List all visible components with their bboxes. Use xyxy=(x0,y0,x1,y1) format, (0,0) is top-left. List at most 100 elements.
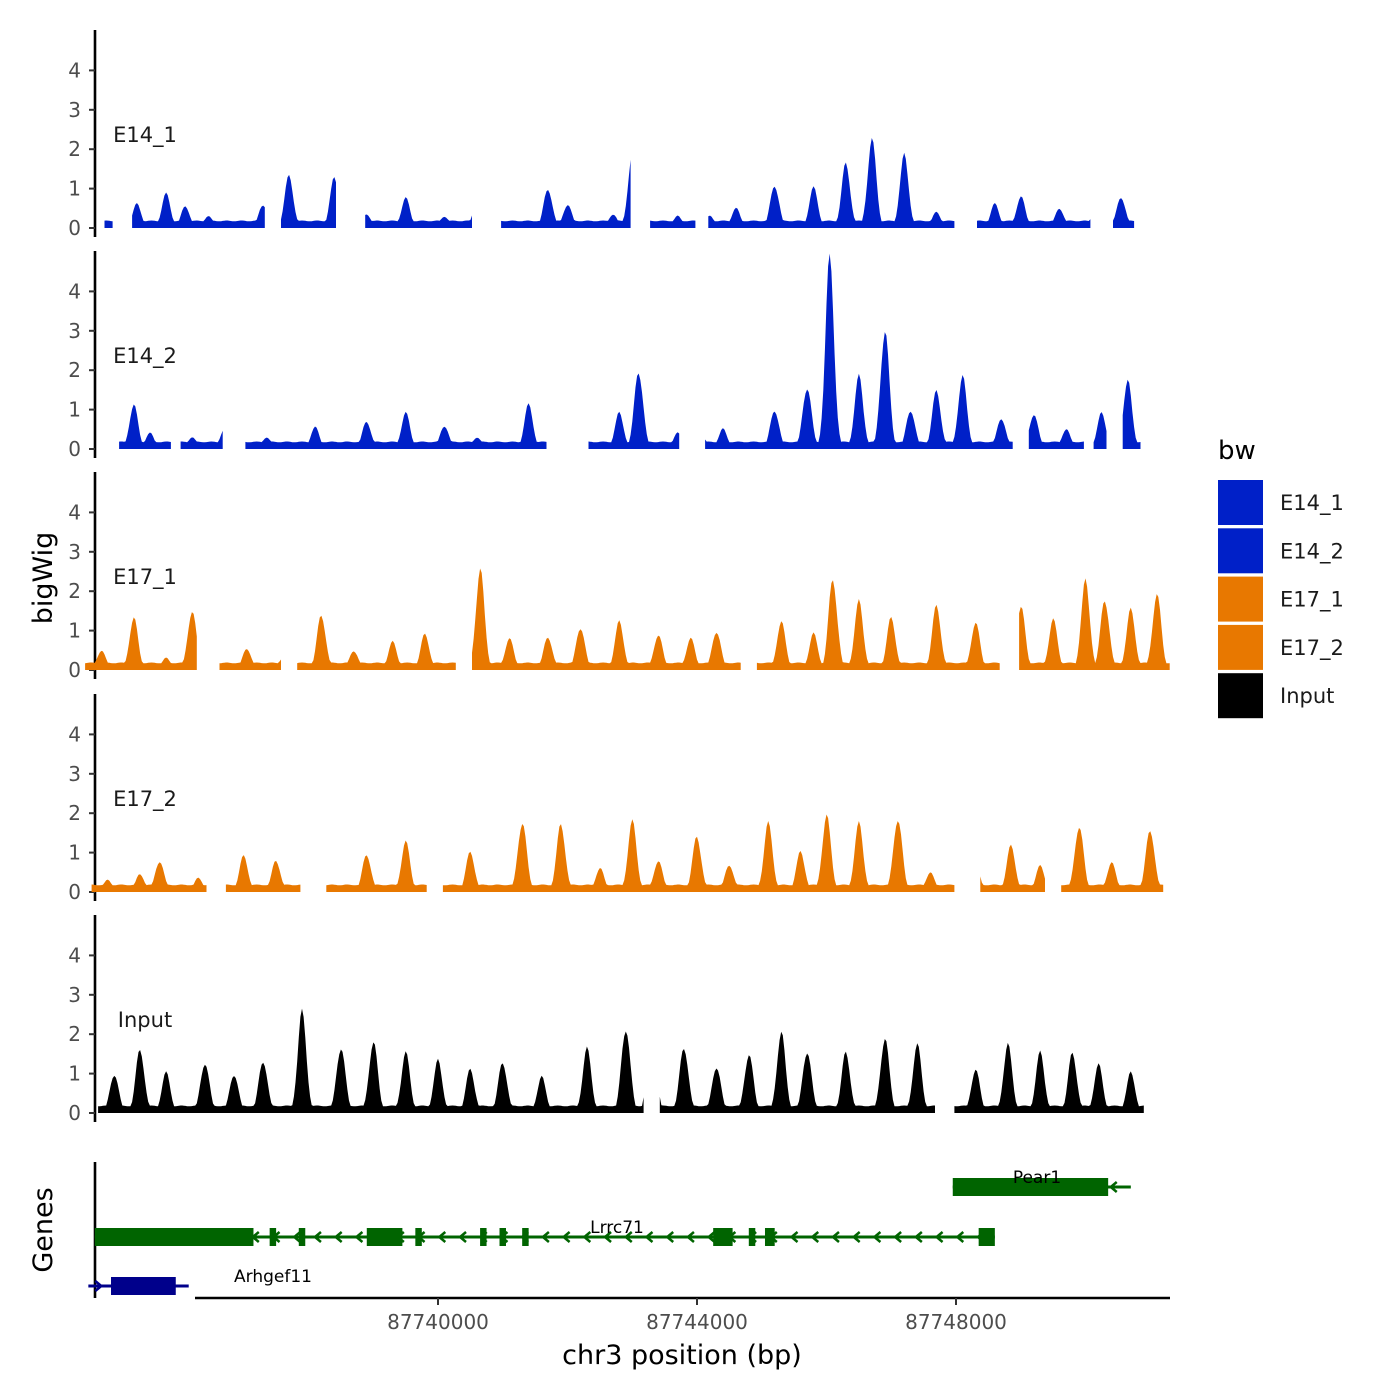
gene-label: Pear1 xyxy=(1013,1168,1061,1188)
track-label-E14_1: E14_1 xyxy=(113,123,177,148)
strand-arrow-icon xyxy=(665,1231,675,1243)
track-label-Input: Input xyxy=(118,1008,172,1032)
gene-Lrrc71: Lrrc71 xyxy=(94,1218,995,1246)
gene-exon xyxy=(522,1228,529,1246)
strand-arrow-icon xyxy=(94,1280,104,1292)
gene-exon xyxy=(764,1228,775,1246)
legend-swatch-E17_2 xyxy=(1218,624,1263,670)
y-tick-label: 4 xyxy=(68,943,81,967)
signal-area-E14_2 xyxy=(180,430,223,449)
strand-arrow-icon xyxy=(810,1231,820,1243)
strand-arrow-icon xyxy=(955,1231,965,1243)
gene-Pear1: Pear1 xyxy=(952,1168,1131,1196)
signal-area-E17_2 xyxy=(442,814,955,892)
y-tick-label: 2 xyxy=(68,358,81,382)
strand-arrow-icon xyxy=(1108,1181,1118,1193)
legend-swatch-E17_1 xyxy=(1218,576,1263,622)
strand-arrow-icon xyxy=(831,1231,840,1243)
y-tick-label: 0 xyxy=(68,216,81,240)
strand-arrow-icon xyxy=(706,1231,716,1243)
gene-exon xyxy=(111,1277,176,1295)
signal-area-E14_1 xyxy=(365,197,472,228)
signal-area-Input xyxy=(98,1008,644,1113)
x-tick-label: 87740000 xyxy=(387,1310,489,1334)
signal-area-E14_2 xyxy=(1122,379,1141,449)
track-E14_1: 0 1 2 3 4 E14_1 xyxy=(68,30,1135,240)
gene-label: Arhgef11 xyxy=(234,1267,312,1287)
signal-area-E14_1 xyxy=(708,138,955,228)
strand-arrow-icon xyxy=(292,1231,302,1243)
track-label-E17_2: E17_2 xyxy=(113,787,177,812)
track-E17_2: 0 1 2 3 4 E17_2 xyxy=(68,694,1164,904)
signal-area-E17_1 xyxy=(756,580,1000,670)
y-tick-label: 3 xyxy=(68,98,81,122)
strand-arrow-icon xyxy=(893,1231,902,1243)
signal-area-E17_1 xyxy=(297,615,456,670)
strand-arrow-icon xyxy=(458,1231,467,1243)
signal-area-E14_2 xyxy=(705,253,1013,449)
strand-arrow-icon xyxy=(934,1231,944,1243)
strand-arrow-icon xyxy=(313,1231,322,1243)
gene-Arhgef11: Arhgef11 xyxy=(88,1267,312,1295)
y-tick-label: 1 xyxy=(68,1062,81,1086)
signal-area-E17_2 xyxy=(1061,827,1164,892)
signal-area-E14_2 xyxy=(119,404,171,449)
gene-exon xyxy=(298,1228,306,1246)
strand-arrow-icon xyxy=(851,1231,861,1243)
legend-swatch-Input xyxy=(1218,673,1263,719)
strand-arrow-icon xyxy=(789,1231,799,1243)
signal-area-E14_1 xyxy=(281,174,336,228)
gene-annotation-track: Pear1 Lrrc71 Arhgef11 xyxy=(88,1162,1131,1298)
strand-arrow-icon xyxy=(913,1231,923,1243)
strand-arrow-icon xyxy=(603,1231,612,1243)
genes-track-title: Genes xyxy=(28,1187,59,1272)
y-tick-label: 1 xyxy=(68,177,81,201)
y-axis-title: bigWig xyxy=(28,532,59,625)
gene-exon xyxy=(499,1228,506,1246)
y-tick-label: 1 xyxy=(68,398,81,422)
gene-exon xyxy=(415,1228,422,1246)
track-Input: 0 1 2 3 4 Input xyxy=(68,915,1144,1125)
signal-area-Input xyxy=(659,1031,935,1113)
y-tick-label: 4 xyxy=(68,279,81,303)
y-tick-label: 3 xyxy=(68,319,81,343)
signal-area-E17_1 xyxy=(472,568,741,670)
gene-exon xyxy=(480,1228,487,1246)
y-tick-label: 0 xyxy=(68,437,81,461)
gene-exon xyxy=(269,1228,277,1246)
strand-arrow-icon xyxy=(354,1231,364,1243)
strand-arrow-icon xyxy=(685,1231,695,1243)
signal-area-E14_2 xyxy=(1093,412,1107,449)
signal-area-E17_2 xyxy=(225,855,301,892)
y-tick-label: 3 xyxy=(68,983,81,1007)
strand-arrow-icon xyxy=(561,1231,571,1243)
signal-area-E14_1 xyxy=(977,196,1091,228)
y-tick-label: 4 xyxy=(68,722,81,746)
y-tick-label: 2 xyxy=(68,579,81,603)
signal-area-E17_2 xyxy=(326,840,427,892)
gene-exon xyxy=(748,1228,756,1246)
signal-area-E14_1 xyxy=(650,215,696,228)
y-tick-label: 3 xyxy=(68,762,81,786)
legend-swatch-E14_2 xyxy=(1218,528,1263,574)
signal-area-E17_1 xyxy=(1019,578,1170,670)
gene-exon xyxy=(978,1228,995,1246)
gene-exon xyxy=(366,1228,403,1246)
legend-title: bw xyxy=(1218,436,1256,466)
strand-arrow-icon xyxy=(644,1231,654,1243)
strand-arrow-icon xyxy=(582,1231,592,1243)
signal-area-E14_2 xyxy=(245,403,547,449)
strand-arrow-icon xyxy=(540,1231,550,1243)
y-tick-label: 4 xyxy=(68,500,81,524)
y-tick-label: 0 xyxy=(68,1101,81,1125)
signal-area-E17_2 xyxy=(91,862,207,892)
x-tick-label: 87748000 xyxy=(905,1310,1007,1334)
signal-area-E14_1 xyxy=(104,220,113,228)
y-tick-label: 0 xyxy=(68,880,81,904)
y-tick-label: 2 xyxy=(68,1022,81,1046)
y-tick-label: 1 xyxy=(68,841,81,865)
y-tick-label: 4 xyxy=(68,58,81,82)
strand-arrow-icon xyxy=(872,1231,882,1243)
legend-label-Input: Input xyxy=(1280,684,1334,708)
